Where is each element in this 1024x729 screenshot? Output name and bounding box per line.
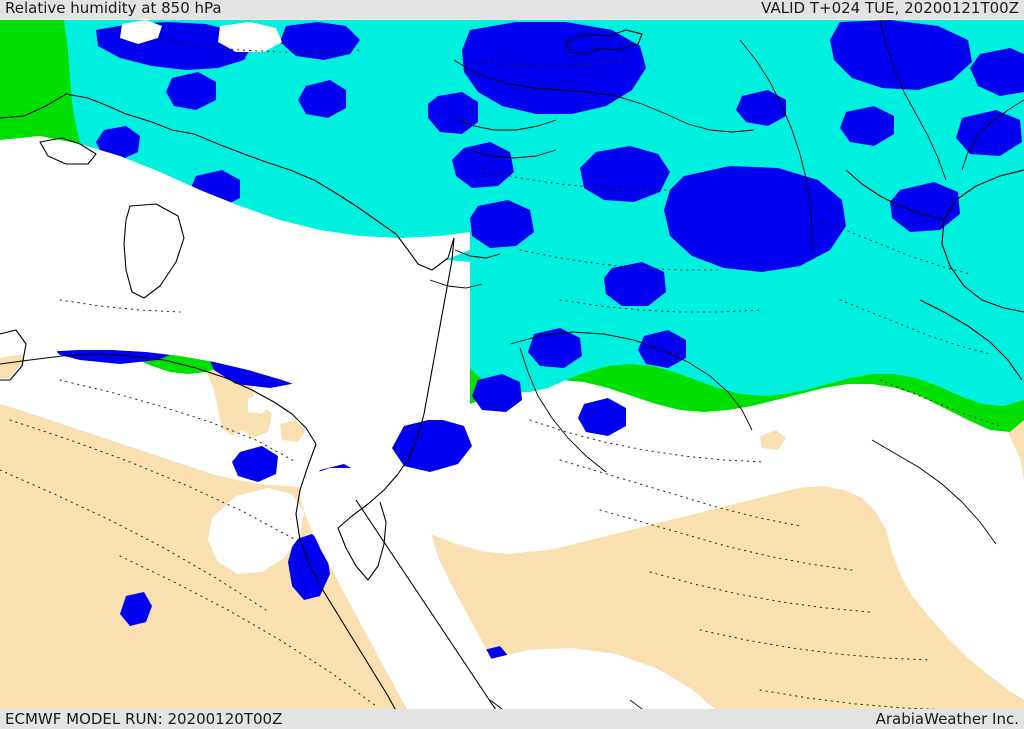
admin-border-layer [0,39,1001,711]
footer-bar [0,709,1024,729]
model-run-label: ECMWF MODEL RUN: 20200120T00Z [5,710,283,728]
attribution-label: ArabiaWeather Inc. [875,710,1019,728]
dry-regions-layer [0,20,730,729]
page-title: Relative humidity at 850 hPa [5,0,222,17]
valid-time-label: VALID T+024 TUE, 20200121T00Z [761,0,1019,17]
country-border-layer [429,19,1024,729]
header-bar [0,0,1024,19]
coastline-layer [0,29,1024,729]
